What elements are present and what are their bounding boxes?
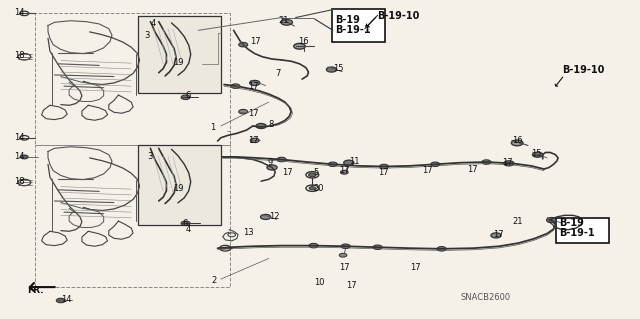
Text: 17: 17 bbox=[248, 82, 259, 91]
Text: 17: 17 bbox=[248, 109, 259, 118]
Circle shape bbox=[344, 160, 354, 165]
Circle shape bbox=[437, 247, 446, 251]
Circle shape bbox=[181, 221, 190, 226]
Circle shape bbox=[373, 245, 382, 249]
Text: 14: 14 bbox=[61, 295, 71, 304]
Text: 14: 14 bbox=[14, 152, 24, 161]
Circle shape bbox=[308, 173, 316, 177]
Text: 17: 17 bbox=[422, 166, 433, 175]
Circle shape bbox=[380, 164, 388, 169]
Text: 3: 3 bbox=[144, 31, 149, 40]
Text: 15: 15 bbox=[333, 64, 343, 73]
Text: 17: 17 bbox=[339, 263, 350, 272]
Circle shape bbox=[20, 155, 28, 159]
Text: 5: 5 bbox=[314, 168, 319, 177]
Text: 15: 15 bbox=[531, 149, 541, 158]
Circle shape bbox=[239, 109, 248, 114]
Text: SNACB2600: SNACB2600 bbox=[461, 293, 511, 302]
Bar bbox=[138, 16, 221, 93]
Text: 9: 9 bbox=[268, 158, 273, 167]
Text: 18: 18 bbox=[14, 177, 25, 186]
Circle shape bbox=[532, 152, 543, 157]
Text: 18: 18 bbox=[14, 51, 25, 60]
Circle shape bbox=[491, 233, 501, 238]
Circle shape bbox=[256, 123, 266, 129]
Circle shape bbox=[56, 298, 65, 303]
Text: 19: 19 bbox=[173, 58, 183, 67]
Text: 6: 6 bbox=[182, 219, 188, 228]
Circle shape bbox=[328, 162, 337, 167]
Text: 17: 17 bbox=[282, 168, 292, 177]
Text: 19: 19 bbox=[173, 184, 183, 193]
Text: 12: 12 bbox=[269, 212, 279, 221]
Circle shape bbox=[309, 187, 316, 190]
Text: 17: 17 bbox=[346, 281, 356, 290]
FancyBboxPatch shape bbox=[332, 9, 385, 42]
Circle shape bbox=[281, 19, 292, 25]
Circle shape bbox=[482, 160, 491, 164]
Circle shape bbox=[309, 243, 318, 248]
Text: B-19-1: B-19-1 bbox=[335, 25, 371, 34]
Circle shape bbox=[340, 170, 348, 174]
Text: 16: 16 bbox=[512, 136, 523, 145]
Circle shape bbox=[547, 218, 557, 223]
Bar bbox=[35, 13, 230, 145]
FancyBboxPatch shape bbox=[556, 218, 609, 243]
Circle shape bbox=[339, 253, 347, 257]
Text: FR.: FR. bbox=[27, 286, 44, 295]
Circle shape bbox=[239, 42, 248, 47]
Bar bbox=[35, 145, 230, 287]
Text: 8: 8 bbox=[269, 120, 274, 129]
Circle shape bbox=[181, 95, 190, 100]
Circle shape bbox=[250, 80, 260, 85]
Text: 21: 21 bbox=[512, 217, 522, 226]
Text: 20: 20 bbox=[314, 184, 324, 193]
Text: B-19-10: B-19-10 bbox=[378, 11, 420, 21]
Bar bbox=[138, 145, 221, 225]
Text: 13: 13 bbox=[243, 228, 254, 237]
Text: 17: 17 bbox=[248, 136, 259, 145]
Circle shape bbox=[250, 138, 259, 143]
Text: 2: 2 bbox=[211, 276, 216, 285]
Text: 7: 7 bbox=[275, 69, 280, 78]
Text: B-19-1: B-19-1 bbox=[559, 228, 595, 238]
Text: 3: 3 bbox=[147, 152, 152, 161]
Circle shape bbox=[504, 161, 514, 166]
Text: B-19: B-19 bbox=[559, 219, 584, 228]
Text: 17: 17 bbox=[493, 230, 504, 239]
Circle shape bbox=[260, 214, 271, 219]
Text: 17: 17 bbox=[250, 37, 260, 46]
Circle shape bbox=[277, 157, 286, 162]
Text: B-19-10: B-19-10 bbox=[562, 65, 604, 75]
Text: 17: 17 bbox=[410, 263, 420, 272]
Circle shape bbox=[341, 244, 350, 249]
Text: 17: 17 bbox=[339, 166, 350, 175]
Circle shape bbox=[267, 165, 277, 170]
Circle shape bbox=[326, 67, 337, 72]
Text: 11: 11 bbox=[349, 157, 359, 166]
Text: 16: 16 bbox=[298, 37, 308, 46]
Text: 4: 4 bbox=[150, 19, 156, 28]
Text: B-19: B-19 bbox=[335, 15, 360, 25]
Circle shape bbox=[431, 162, 440, 167]
Text: 17: 17 bbox=[378, 168, 388, 177]
Text: 17: 17 bbox=[502, 158, 513, 167]
Text: 6: 6 bbox=[186, 91, 191, 100]
Text: 14: 14 bbox=[14, 133, 24, 142]
Text: 1: 1 bbox=[210, 123, 215, 132]
Text: 21: 21 bbox=[278, 16, 289, 25]
Text: 17: 17 bbox=[467, 165, 478, 174]
Circle shape bbox=[294, 43, 305, 49]
Circle shape bbox=[511, 140, 523, 146]
Text: 4: 4 bbox=[186, 225, 191, 234]
Text: 14: 14 bbox=[14, 8, 24, 17]
Text: 10: 10 bbox=[314, 278, 324, 287]
Circle shape bbox=[231, 84, 240, 88]
